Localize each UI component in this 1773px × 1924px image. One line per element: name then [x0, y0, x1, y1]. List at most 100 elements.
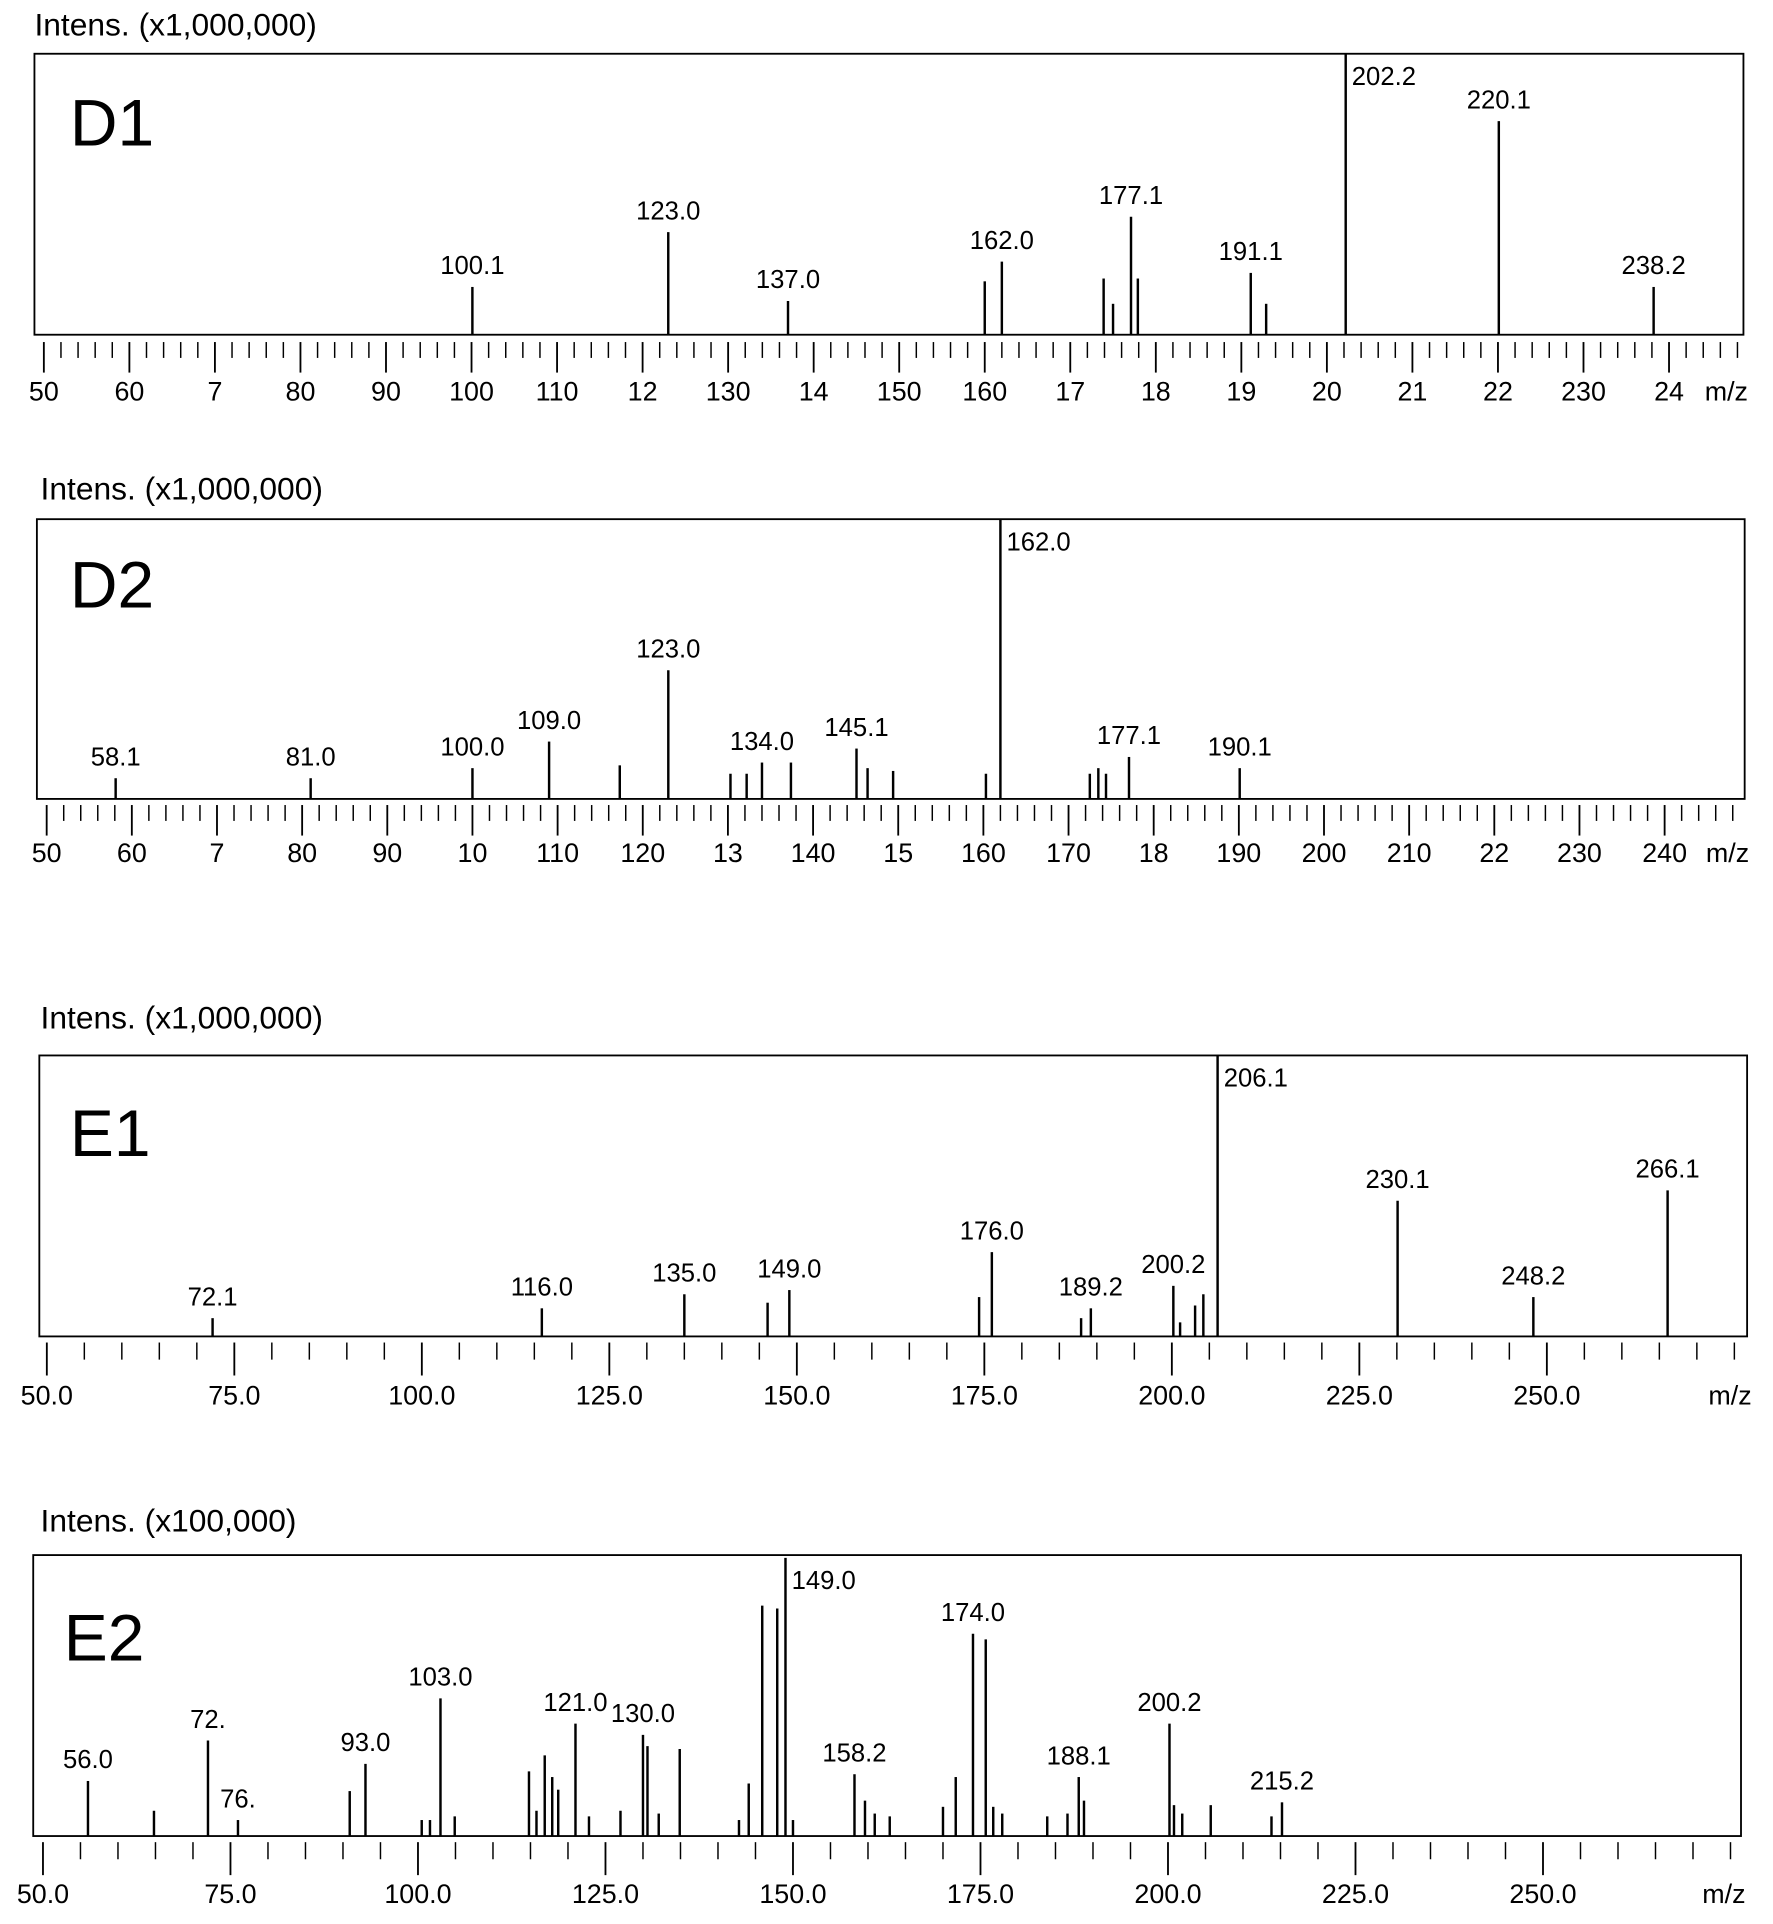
- y-axis-label: Intens. (x1,000,000): [41, 470, 323, 506]
- x-tick-label: 19: [1226, 376, 1256, 406]
- peak-label: 58.1: [91, 743, 141, 771]
- peak-label: 190.1: [1208, 733, 1272, 761]
- peak-label: 174.0: [941, 1599, 1005, 1627]
- x-tick-label: 230: [1557, 838, 1602, 868]
- x-tick-label: 125.0: [576, 1381, 643, 1411]
- x-tick-label: 75.0: [204, 1879, 256, 1909]
- peak-label: 149.0: [792, 1567, 856, 1595]
- x-tick-label: 15: [883, 838, 913, 868]
- peak-label: 121.0: [543, 1689, 607, 1717]
- x-tick-label: 150.0: [763, 1381, 830, 1411]
- x-tick-label: 7: [207, 376, 222, 406]
- x-tick-label: 100: [449, 376, 494, 406]
- x-tick-label: 13: [713, 838, 743, 868]
- peak-label: 149.0: [757, 1255, 821, 1283]
- peak-label: 238.2: [1622, 252, 1686, 280]
- x-tick-label: 14: [799, 376, 829, 406]
- x-tick-label: 175.0: [947, 1879, 1014, 1909]
- peak-label: 116.0: [511, 1274, 573, 1302]
- peak-label: 200.2: [1141, 1251, 1205, 1279]
- x-tick-label: 21: [1397, 376, 1427, 406]
- panel-label: E1: [70, 1096, 151, 1170]
- y-axis-label: Intens. (x100,000): [41, 1503, 297, 1539]
- peak-label: 162.0: [1007, 528, 1071, 556]
- peak-label: 230.1: [1366, 1166, 1430, 1194]
- plot-frame: [32, 1554, 1742, 1837]
- x-tick-label: 90: [371, 376, 401, 406]
- x-tick-label: 200.0: [1138, 1381, 1205, 1411]
- x-axis-label: m/z: [1705, 376, 1748, 406]
- peak-label: 248.2: [1501, 1262, 1565, 1290]
- x-tick-label: 250.0: [1509, 1879, 1576, 1909]
- x-tick-label: 50.0: [21, 1381, 73, 1411]
- x-tick-label: 18: [1139, 838, 1169, 868]
- x-tick-label: 75.0: [208, 1381, 260, 1411]
- x-tick-label: 10: [458, 838, 488, 868]
- plot-frame: [33, 52, 1745, 336]
- peak-label: 176.0: [960, 1217, 1024, 1245]
- x-tick-label: 90: [372, 838, 402, 868]
- peak-label: 215.2: [1250, 1768, 1314, 1796]
- x-tick-label: 160: [962, 376, 1007, 406]
- x-tick-label: 80: [287, 838, 317, 868]
- x-axis-label: m/z: [1706, 838, 1749, 868]
- peak-label: 145.1: [824, 714, 888, 742]
- x-tick-label: 20: [1312, 376, 1342, 406]
- x-tick-label: 100.0: [384, 1879, 451, 1909]
- peak-label: 158.2: [822, 1739, 886, 1767]
- x-tick-label: 150: [877, 376, 922, 406]
- peak-label: 100.1: [440, 252, 504, 280]
- peak-label: 93.0: [341, 1729, 391, 1757]
- peak-label: 76.: [220, 1785, 256, 1813]
- panel-label: D2: [70, 547, 154, 621]
- x-tick-label: 170: [1046, 838, 1091, 868]
- peak-label: 189.2: [1059, 1274, 1123, 1302]
- peak-label: 206.1: [1224, 1065, 1288, 1093]
- x-tick-label: 230: [1561, 376, 1606, 406]
- peak-label: 130.0: [611, 1700, 675, 1728]
- x-tick-label: 210: [1387, 838, 1432, 868]
- panel-label: E2: [64, 1600, 145, 1674]
- peak-label: 109.0: [517, 707, 581, 735]
- x-tick-label: 150.0: [759, 1879, 826, 1909]
- x-tick-label: 110: [536, 376, 579, 406]
- peak-label: 220.1: [1467, 86, 1531, 114]
- x-tick-label: 60: [117, 838, 147, 868]
- x-tick-label: 110: [536, 838, 579, 868]
- peak-label: 177.1: [1099, 182, 1163, 210]
- peak-label: 134.0: [730, 728, 794, 756]
- x-tick-label: 175.0: [951, 1381, 1018, 1411]
- y-axis-label: Intens. (x1,000,000): [41, 999, 323, 1035]
- panel-label: D1: [70, 86, 154, 160]
- peak-label: 100.0: [440, 733, 504, 761]
- peak-label: 72.: [190, 1706, 226, 1734]
- x-tick-label: 225.0: [1322, 1879, 1389, 1909]
- y-axis-label: Intens. (x1,000,000): [34, 6, 316, 42]
- x-axis-label: m/z: [1702, 1879, 1745, 1909]
- x-tick-label: 250.0: [1513, 1381, 1580, 1411]
- peak-label: 123.0: [636, 635, 700, 663]
- x-tick-label: 160: [961, 838, 1006, 868]
- peak-label: 202.2: [1352, 63, 1416, 91]
- peak-label: 177.1: [1097, 722, 1161, 750]
- x-tick-label: 17: [1055, 376, 1085, 406]
- peak-label: 266.1: [1636, 1156, 1700, 1184]
- peak-label: 72.1: [188, 1283, 238, 1311]
- x-tick-label: 140: [791, 838, 836, 868]
- plot-frame: [35, 518, 1746, 800]
- x-tick-label: 225.0: [1326, 1381, 1393, 1411]
- x-tick-label: 24: [1654, 376, 1684, 406]
- peak-label: 135.0: [652, 1260, 716, 1288]
- x-tick-label: 120: [620, 838, 665, 868]
- peak-label: 162.0: [970, 227, 1034, 255]
- peak-label: 200.2: [1137, 1689, 1201, 1717]
- x-tick-label: 12: [628, 376, 658, 406]
- peak-label: 56.0: [63, 1746, 113, 1774]
- x-tick-label: 80: [286, 376, 316, 406]
- x-tick-label: 200: [1302, 838, 1347, 868]
- x-tick-label: 125.0: [572, 1879, 639, 1909]
- plot-frame: [38, 1054, 1749, 1338]
- peak-label: 191.1: [1219, 238, 1283, 266]
- peak-label: 137.0: [756, 266, 820, 294]
